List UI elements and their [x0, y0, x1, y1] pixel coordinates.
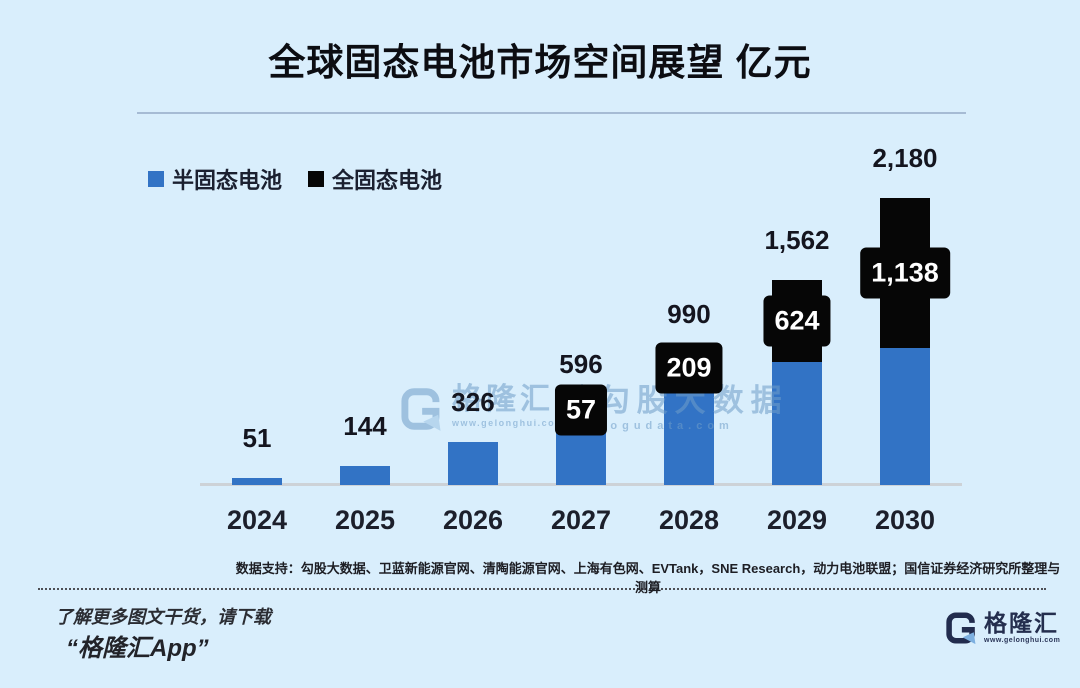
legend-label-semi-solid: 半固态电池 — [172, 168, 283, 193]
gelonghui-logo-icon — [946, 612, 976, 645]
segment-value-2029: 624 — [763, 295, 831, 347]
legend-item-semi-solid: 半固态电池 — [148, 163, 282, 195]
data-source-note: 数据支持：勾股大数据、卫蓝新能源官网、清陶能源官网、上海有色网、EVTank，S… — [235, 561, 1061, 595]
x-axis-label-2025: 2025 — [334, 505, 396, 535]
total-value-2029: 1,562 — [764, 225, 830, 255]
total-value-2030: 2,180 — [872, 143, 938, 173]
total-value-2025: 144 — [343, 411, 387, 441]
bar-2024-semi-solid — [232, 478, 282, 485]
legend-label-all-solid: 全固态电池 — [332, 168, 443, 193]
gelonghui-logo-name: 格隆汇 — [984, 610, 1059, 636]
gelonghui-logo-url: www.gelonghui.com — [984, 637, 1061, 644]
bar-2028-semi-solid — [664, 382, 714, 485]
legend: 半固态电池 全固态电池 — [148, 163, 442, 195]
segment-value-2028: 209 — [655, 342, 723, 394]
legend-swatch-semi-solid-icon — [148, 171, 164, 187]
x-axis-label-2027: 2027 — [550, 505, 612, 535]
total-value-2026: 326 — [451, 387, 495, 417]
bar-2030-semi-solid — [880, 348, 930, 485]
gelonghui-logo: 格隆汇 www.gelonghui.com — [944, 611, 1060, 645]
legend-swatch-all-solid-icon — [308, 171, 325, 187]
gelonghui-logo-text-block: 格隆汇 www.gelonghui.com — [984, 610, 1061, 645]
legend-item-all-solid: 全固态电池 — [308, 163, 442, 195]
chart-title: 全球固态电池市场空间展望 亿元 — [268, 42, 812, 83]
segment-value-2030: 1,138 — [860, 247, 950, 299]
bar-2025-semi-solid — [340, 466, 390, 485]
segment-value-2027: 57 — [554, 384, 608, 436]
footer-promo-text: 了解更多图文干货，请下载 — [55, 607, 271, 627]
total-value-2028: 990 — [667, 299, 711, 329]
x-axis-label-2030: 2030 — [874, 505, 936, 535]
x-axis-label-2024: 2024 — [226, 505, 288, 535]
x-axis-label-2028: 2028 — [658, 505, 720, 535]
x-axis-label-2029: 2029 — [766, 505, 828, 535]
total-value-2027: 596 — [559, 349, 603, 379]
footer-divider — [38, 588, 1046, 590]
x-axis-label-2026: 2026 — [442, 505, 504, 535]
bar-2029-semi-solid — [772, 362, 822, 485]
total-value-2024: 51 — [242, 423, 272, 453]
title-underline — [137, 112, 966, 114]
footer-app-name: “格隆汇App” — [66, 635, 209, 662]
bar-2026-semi-solid — [448, 442, 498, 485]
watermark-brand-url: www.gelonghui.com — [452, 418, 565, 428]
